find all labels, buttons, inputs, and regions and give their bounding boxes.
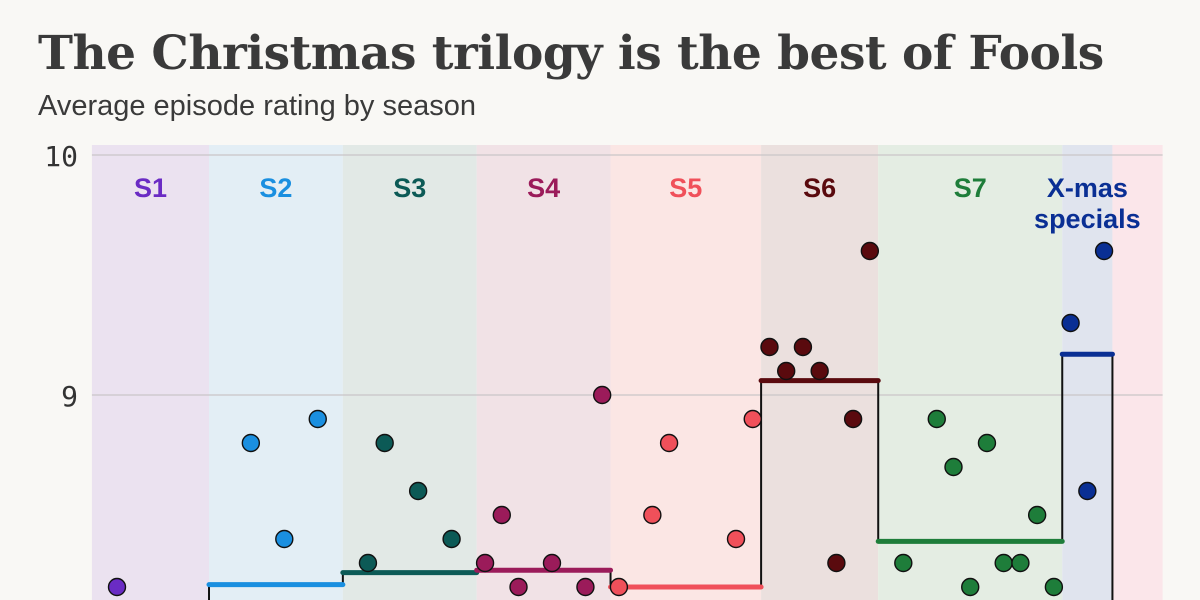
episode-point	[793, 337, 813, 357]
season-band	[91, 145, 210, 600]
episode-point	[475, 553, 495, 573]
episode-point	[358, 553, 378, 573]
season-label: S6	[803, 173, 836, 203]
episode-point	[827, 553, 846, 573]
episode-point	[408, 481, 428, 501]
episode-point	[810, 361, 829, 381]
season-label: S2	[259, 173, 292, 203]
season-label: S5	[669, 173, 702, 203]
episode-point	[1094, 241, 1114, 261]
episode-point	[609, 577, 629, 597]
episode-point	[743, 409, 762, 429]
episode-point	[308, 409, 327, 429]
season-label: S3	[393, 173, 426, 203]
episode-point	[927, 409, 946, 429]
episode-point	[442, 529, 461, 549]
season-band	[1112, 145, 1163, 600]
episode-point	[777, 361, 796, 381]
episode-point	[977, 433, 997, 453]
season-band	[342, 145, 477, 600]
season-band	[476, 145, 611, 600]
chart-subtitle: Average episode rating by season	[38, 90, 476, 122]
episode-point	[726, 529, 746, 549]
episode-point	[592, 385, 612, 405]
season-label: S4	[527, 173, 560, 203]
episode-point	[843, 409, 863, 429]
episode-point	[894, 553, 913, 573]
y-tick-label: 10	[44, 140, 78, 173]
season-label: S1	[134, 173, 167, 203]
season-band	[209, 145, 343, 600]
episode-point	[760, 337, 779, 357]
episode-point	[659, 433, 679, 453]
episode-point	[576, 577, 595, 597]
episode-point	[860, 241, 880, 261]
chart-title: The Christmas trilogy is the best of Foo…	[38, 26, 1104, 81]
season-band	[1062, 145, 1113, 600]
episode-point	[1027, 505, 1047, 525]
episode-point	[1011, 553, 1030, 573]
episode-point	[1044, 577, 1064, 597]
episode-point	[994, 553, 1013, 573]
season-band	[878, 145, 1063, 600]
season-band	[610, 145, 762, 600]
season-label: X-mas specials	[1034, 173, 1141, 234]
episode-point	[1061, 313, 1080, 333]
episode-point	[1078, 481, 1097, 501]
episode-point	[944, 457, 963, 477]
episode-point	[542, 553, 562, 573]
episode-point	[961, 577, 980, 597]
episode-point	[375, 433, 394, 453]
episode-point	[492, 505, 511, 525]
y-tick-label: 9	[61, 380, 78, 413]
season-label: S7	[954, 173, 987, 203]
episode-point	[643, 505, 662, 525]
episode-point	[241, 433, 261, 453]
episode-point	[107, 577, 127, 597]
episode-point	[509, 577, 528, 597]
episode-point	[275, 529, 294, 549]
